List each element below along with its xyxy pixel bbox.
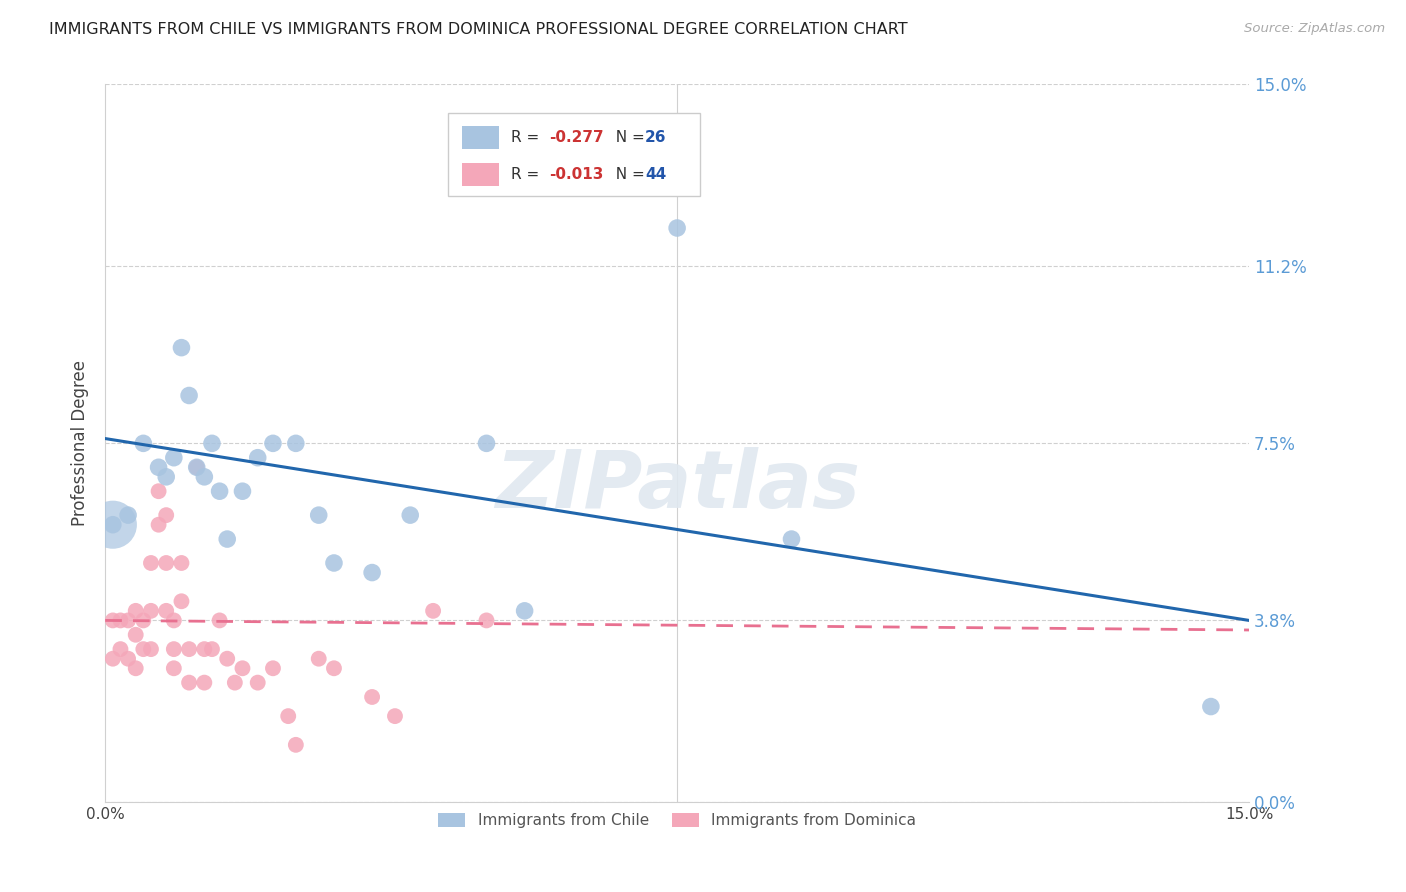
Point xyxy=(399,508,422,523)
Point xyxy=(177,388,200,402)
Point xyxy=(132,642,155,657)
Point xyxy=(284,436,307,450)
Point xyxy=(101,614,124,628)
Point xyxy=(132,436,155,450)
Text: R =: R = xyxy=(512,167,544,182)
Point xyxy=(132,614,155,628)
Point xyxy=(361,566,384,580)
Point xyxy=(117,614,139,628)
Point xyxy=(1199,699,1222,714)
Point xyxy=(148,460,170,475)
Point xyxy=(155,470,177,484)
Point xyxy=(224,675,246,690)
Point xyxy=(139,642,162,657)
Point xyxy=(246,675,269,690)
Bar xyxy=(463,126,499,149)
Point xyxy=(475,436,498,450)
Point xyxy=(384,709,406,723)
Point xyxy=(201,436,224,450)
Point xyxy=(422,604,444,618)
Point xyxy=(148,517,170,532)
Point xyxy=(262,436,284,450)
Point xyxy=(217,532,239,546)
Point xyxy=(323,661,346,675)
Y-axis label: Professional Degree: Professional Degree xyxy=(72,360,89,526)
Point xyxy=(513,604,536,618)
Point xyxy=(284,738,307,752)
Point xyxy=(277,709,299,723)
Point xyxy=(117,508,139,523)
Point xyxy=(193,470,215,484)
Point xyxy=(246,450,269,465)
Point xyxy=(361,690,384,704)
Point xyxy=(262,661,284,675)
Point xyxy=(170,594,193,608)
Point xyxy=(139,604,162,618)
Point xyxy=(148,484,170,499)
Point xyxy=(186,460,208,475)
Text: R =: R = xyxy=(512,130,544,145)
Point xyxy=(780,532,803,546)
Text: IMMIGRANTS FROM CHILE VS IMMIGRANTS FROM DOMINICA PROFESSIONAL DEGREE CORRELATIO: IMMIGRANTS FROM CHILE VS IMMIGRANTS FROM… xyxy=(49,22,908,37)
Point xyxy=(323,556,346,570)
Point xyxy=(163,661,186,675)
Point xyxy=(170,341,193,355)
Point xyxy=(186,460,208,475)
Point xyxy=(193,675,215,690)
Point xyxy=(125,661,148,675)
Bar xyxy=(449,113,700,195)
Point xyxy=(155,508,177,523)
Point xyxy=(101,517,124,532)
Point xyxy=(475,614,498,628)
Point xyxy=(177,642,200,657)
Point xyxy=(125,604,148,618)
Bar xyxy=(463,162,499,186)
Point xyxy=(231,661,253,675)
Text: N =: N = xyxy=(606,130,650,145)
Text: 26: 26 xyxy=(645,130,666,145)
Point xyxy=(231,484,253,499)
Point xyxy=(155,556,177,570)
Point xyxy=(110,614,132,628)
Point xyxy=(193,642,215,657)
Point xyxy=(217,651,239,665)
Point xyxy=(117,651,139,665)
Point xyxy=(110,642,132,657)
Point xyxy=(139,556,162,570)
Point xyxy=(208,484,231,499)
Point xyxy=(170,556,193,570)
Point xyxy=(163,642,186,657)
Text: 44: 44 xyxy=(645,167,666,182)
Point xyxy=(163,450,186,465)
Point xyxy=(666,221,689,235)
Point xyxy=(201,642,224,657)
Point xyxy=(308,651,330,665)
Point xyxy=(155,604,177,618)
Point xyxy=(308,508,330,523)
Point xyxy=(163,614,186,628)
Text: ZIPatlas: ZIPatlas xyxy=(495,448,859,525)
Text: N =: N = xyxy=(606,167,650,182)
Point xyxy=(101,517,124,532)
Point xyxy=(177,675,200,690)
Point xyxy=(101,651,124,665)
Point xyxy=(208,614,231,628)
Text: Source: ZipAtlas.com: Source: ZipAtlas.com xyxy=(1244,22,1385,36)
Legend: Immigrants from Chile, Immigrants from Dominica: Immigrants from Chile, Immigrants from D… xyxy=(432,806,922,834)
Point xyxy=(125,628,148,642)
Text: -0.013: -0.013 xyxy=(548,167,603,182)
Text: -0.277: -0.277 xyxy=(548,130,603,145)
